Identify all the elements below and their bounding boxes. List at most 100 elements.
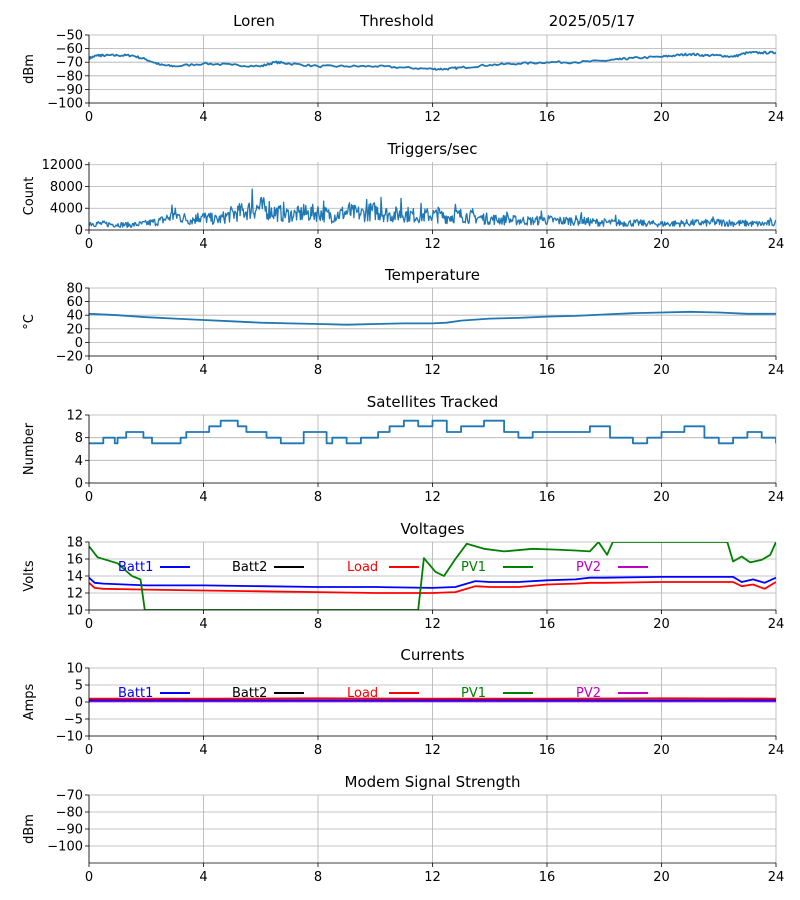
legend-label: PV1 bbox=[461, 560, 486, 575]
y-tick-label: 60 bbox=[66, 295, 83, 310]
panel-title: Triggers/sec bbox=[387, 140, 478, 158]
x-tick-label: 4 bbox=[199, 870, 207, 885]
x-tick-label: 24 bbox=[768, 870, 785, 885]
legend-label: Batt1 bbox=[118, 560, 153, 575]
series-group bbox=[89, 188, 776, 229]
y-tick-label: 16 bbox=[66, 553, 83, 568]
x-tick-label: 24 bbox=[768, 237, 785, 252]
y-tick-label: −80 bbox=[56, 69, 83, 84]
x-tick-label: 8 bbox=[314, 237, 322, 252]
x-tick-label: 0 bbox=[85, 363, 93, 378]
y-tick-label: −90 bbox=[56, 823, 83, 838]
y-tick-label: 12000 bbox=[42, 158, 83, 173]
legend-label: Batt1 bbox=[118, 686, 153, 701]
y-axis-label: dBm bbox=[22, 54, 37, 84]
x-tick-label: 16 bbox=[539, 490, 556, 505]
y-tick-label: −70 bbox=[56, 56, 83, 71]
x-tick-label: 20 bbox=[653, 490, 670, 505]
x-tick-label: 16 bbox=[539, 237, 556, 252]
y-tick-label: 5 bbox=[75, 679, 83, 694]
x-tick-label: 0 bbox=[85, 110, 93, 125]
x-tick-label: 12 bbox=[424, 870, 441, 885]
x-tick-label: 16 bbox=[539, 363, 556, 378]
series-line-satellites bbox=[89, 419, 776, 445]
x-tick-label: 8 bbox=[314, 870, 322, 885]
panel-satellites: 0 4 8 12 16 20 24 0 4 8 12 Satellites Tracked Number bbox=[22, 393, 784, 505]
x-tick-label: 0 bbox=[85, 490, 93, 505]
y-tick-label: 20 bbox=[66, 322, 83, 337]
x-tick-label: 20 bbox=[653, 870, 670, 885]
x-tick-label: 24 bbox=[768, 363, 785, 378]
series-line-rssi bbox=[89, 50, 776, 71]
y-axis-label: Number bbox=[22, 422, 37, 475]
series-line-load bbox=[89, 581, 776, 594]
y-tick-label: −20 bbox=[56, 350, 83, 365]
panel-title: Temperature bbox=[384, 266, 480, 284]
x-tick-label: 16 bbox=[539, 617, 556, 632]
legend-label: Load bbox=[347, 686, 378, 701]
x-tick-label: 20 bbox=[653, 363, 670, 378]
x-tick-label: 12 bbox=[424, 490, 441, 505]
x-tick-label: 0 bbox=[85, 870, 93, 885]
x-tick-label: 12 bbox=[424, 743, 441, 758]
y-tick-label: −50 bbox=[56, 29, 83, 44]
y-axis-label: Amps bbox=[22, 683, 37, 720]
x-tick-label: 4 bbox=[199, 110, 207, 125]
x-tick-label: 0 bbox=[85, 617, 93, 632]
y-tick-label: 10 bbox=[66, 604, 83, 619]
x-tick-label: 24 bbox=[768, 490, 785, 505]
legend-label: Batt2 bbox=[232, 686, 267, 701]
x-tick-label: 20 bbox=[653, 617, 670, 632]
y-tick-label: 18 bbox=[66, 536, 83, 551]
y-tick-label: −80 bbox=[56, 806, 83, 821]
series-group bbox=[89, 419, 776, 445]
series-group bbox=[89, 310, 776, 326]
y-axis-label: Volts bbox=[22, 560, 37, 592]
x-tick-label: 8 bbox=[314, 363, 322, 378]
x-tick-label: 4 bbox=[199, 490, 207, 505]
y-tick-label: 80 bbox=[66, 282, 83, 297]
panel-title: Currents bbox=[400, 646, 464, 664]
x-tick-label: 4 bbox=[199, 743, 207, 758]
x-tick-label: 12 bbox=[424, 617, 441, 632]
y-axis-label: dBm bbox=[22, 814, 37, 844]
x-tick-label: 20 bbox=[653, 743, 670, 758]
y-tick-label: −100 bbox=[47, 840, 83, 855]
y-tick-label: 4000 bbox=[50, 202, 83, 217]
header-station: Loren bbox=[233, 12, 275, 30]
legend-label: PV2 bbox=[576, 560, 601, 575]
y-tick-label: 0 bbox=[75, 224, 83, 239]
y-tick-label: −10 bbox=[56, 730, 83, 745]
series-group bbox=[89, 542, 776, 610]
x-tick-label: 20 bbox=[653, 237, 670, 252]
legend-label: PV1 bbox=[461, 686, 486, 701]
x-tick-label: 24 bbox=[768, 110, 785, 125]
series-line-pv1 bbox=[89, 542, 776, 610]
y-tick-label: 12 bbox=[66, 409, 83, 424]
x-tick-label: 20 bbox=[653, 110, 670, 125]
header-date: 2025/05/17 bbox=[549, 12, 635, 30]
y-tick-label: 10 bbox=[66, 662, 83, 677]
x-tick-label: 4 bbox=[199, 237, 207, 252]
x-tick-label: 8 bbox=[314, 617, 322, 632]
y-tick-label: 4 bbox=[75, 454, 83, 469]
y-tick-label: −100 bbox=[47, 97, 83, 112]
x-tick-label: 24 bbox=[768, 743, 785, 758]
series-line-temperature bbox=[89, 310, 776, 326]
x-tick-label: 4 bbox=[199, 617, 207, 632]
series-line-batt1 bbox=[89, 576, 776, 589]
y-tick-label: 40 bbox=[66, 309, 83, 324]
x-tick-label: 12 bbox=[424, 363, 441, 378]
x-tick-label: 16 bbox=[539, 743, 556, 758]
x-tick-label: 0 bbox=[85, 237, 93, 252]
panel-title: Modem Signal Strength bbox=[345, 773, 521, 791]
y-tick-label: −90 bbox=[56, 83, 83, 98]
x-tick-label: 0 bbox=[85, 743, 93, 758]
panel-triggers: 0 4 8 12 16 20 24 0 4000 8000 12000 Triggers/sec Cou… bbox=[22, 140, 784, 252]
panel-title: Voltages bbox=[400, 520, 464, 538]
y-tick-label: 12 bbox=[66, 587, 83, 602]
x-tick-label: 8 bbox=[314, 110, 322, 125]
y-tick-label: −70 bbox=[56, 789, 83, 804]
